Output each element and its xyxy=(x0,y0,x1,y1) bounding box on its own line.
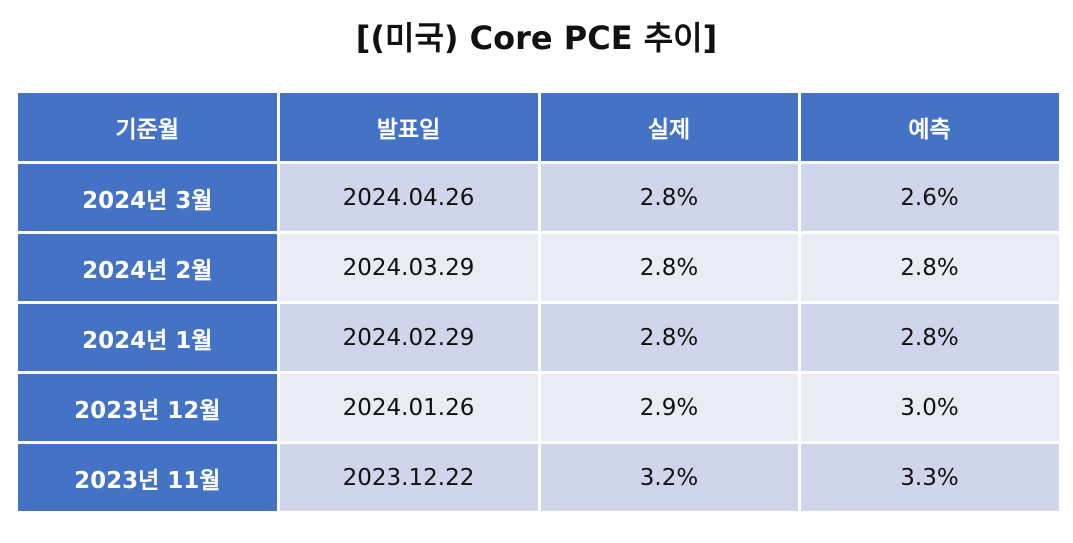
row-actual: 2.8% xyxy=(537,231,801,304)
row-month: 2024년 3월 xyxy=(18,161,280,234)
table-header-row: 기준월 발표일 실제 예측 xyxy=(18,90,1062,164)
row-month: 2024년 2월 xyxy=(18,231,280,304)
row-month: 2023년 12월 xyxy=(18,371,280,444)
row-forecast: 3.0% xyxy=(797,371,1062,444)
header-base-month: 기준월 xyxy=(18,90,280,164)
header-actual: 실제 xyxy=(537,90,801,164)
core-pce-table: 기준월 발표일 실제 예측 2024년 3월 2024.04.26 2.8% 2… xyxy=(18,90,1062,514)
header-release-date: 발표일 xyxy=(276,90,541,164)
row-release-date: 2023.12.22 xyxy=(276,441,541,514)
table-row: 2024년 2월 2024.03.29 2.8% 2.8% xyxy=(18,231,1062,304)
page-title: [(미국) Core PCE 추이] xyxy=(355,19,718,57)
row-month: 2023년 11월 xyxy=(18,441,280,514)
row-month: 2024년 1월 xyxy=(18,301,280,374)
row-release-date: 2024.03.29 xyxy=(276,231,541,304)
row-actual: 2.8% xyxy=(537,301,801,374)
header-forecast: 예측 xyxy=(797,90,1062,164)
row-actual: 2.9% xyxy=(537,371,801,444)
row-actual: 2.8% xyxy=(537,161,801,234)
row-forecast: 3.3% xyxy=(797,441,1062,514)
row-release-date: 2024.02.29 xyxy=(276,301,541,374)
table-row: 2023년 12월 2024.01.26 2.9% 3.0% xyxy=(18,371,1062,444)
row-forecast: 2.8% xyxy=(797,231,1062,304)
row-actual: 3.2% xyxy=(537,441,801,514)
row-forecast: 2.8% xyxy=(797,301,1062,374)
row-release-date: 2024.04.26 xyxy=(276,161,541,234)
table-row: 2023년 11월 2023.12.22 3.2% 3.3% xyxy=(18,441,1062,514)
table-row: 2024년 3월 2024.04.26 2.8% 2.6% xyxy=(18,161,1062,234)
row-release-date: 2024.01.26 xyxy=(276,371,541,444)
row-forecast: 2.6% xyxy=(797,161,1062,234)
table-row: 2024년 1월 2024.02.29 2.8% 2.8% xyxy=(18,301,1062,374)
